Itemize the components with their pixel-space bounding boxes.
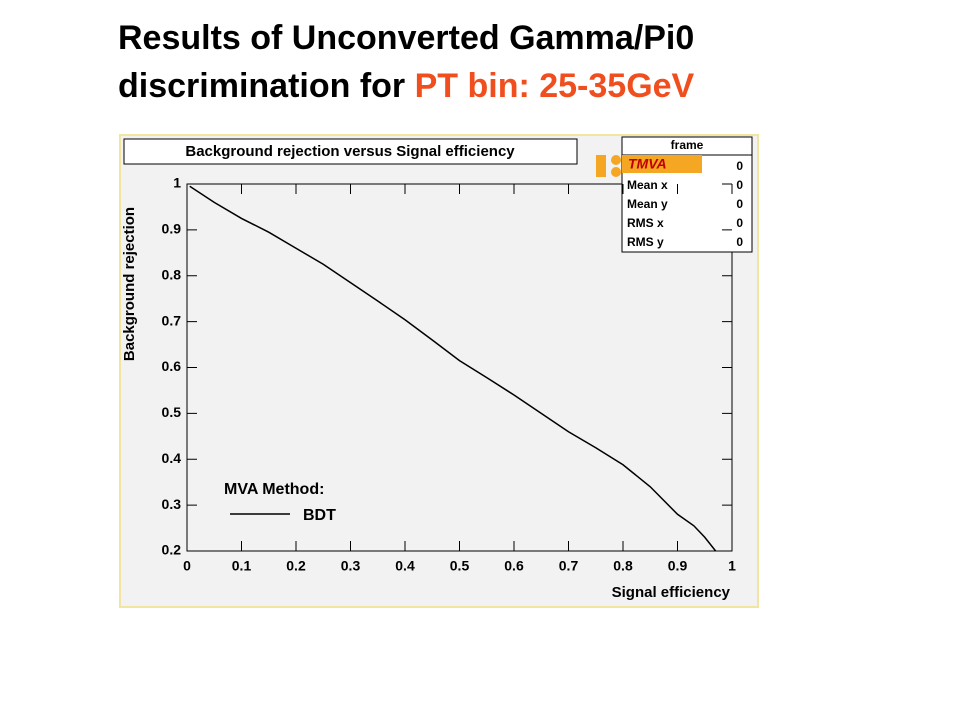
y-tick-label: 0.3: [162, 496, 182, 512]
y-tick-label: 0.8: [162, 266, 182, 282]
logo: TMVA: [596, 155, 702, 177]
x-tick-label: 0.1: [232, 558, 252, 574]
y-axis-label: Background rejection: [121, 207, 138, 361]
legend-title: MVA Method:: [224, 481, 324, 498]
y-tick-label: 0.7: [162, 312, 182, 328]
x-tick-label: 0.5: [450, 558, 470, 574]
y-tick-label: 0.2: [162, 542, 182, 558]
x-tick-label: 0.3: [341, 558, 361, 574]
logo-dot: [611, 155, 621, 165]
stats-label: Mean x: [627, 178, 668, 192]
roc-line: [189, 185, 717, 552]
logo-dot: [611, 167, 621, 177]
logo-bar: [622, 155, 702, 173]
stats-title: frame: [671, 138, 704, 152]
stats-value: 0: [736, 159, 743, 173]
x-axis-label: Signal efficiency: [612, 584, 731, 601]
x-tick-label: 0.2: [286, 558, 306, 574]
x-tick-label: 0.6: [504, 558, 524, 574]
logo-bar: [596, 155, 606, 177]
stats-value: 0: [736, 178, 743, 192]
title-box: [123, 138, 578, 165]
slide-title: Results of Unconverted Gamma/Pi0: [118, 19, 694, 57]
y-tick-label: 0.6: [162, 358, 182, 374]
x-tick-label: 0: [183, 558, 191, 574]
y-tick-label: 0.9: [162, 221, 182, 237]
slide-title-highlight: PT bin: 25-35GeV: [415, 67, 695, 105]
y-tick-label: 0.4: [162, 450, 182, 466]
stats-label: RMS x: [627, 216, 664, 230]
y-tick-label: 0.5: [162, 404, 182, 420]
x-tick-label: 0.4: [395, 558, 415, 574]
slide-title: discrimination for PT bin: 25-35GeV: [118, 67, 695, 105]
slide-title-part: discrimination for: [118, 67, 415, 105]
stats-label: Mean y: [627, 197, 668, 211]
y-tick-label: 1: [173, 175, 181, 191]
stats-value: 0: [736, 216, 743, 230]
x-tick-label: 1: [728, 558, 736, 574]
legend-label: BDT: [303, 507, 336, 524]
logo-text: TMVA: [628, 156, 667, 172]
x-tick-label: 0.7: [559, 558, 579, 574]
stats-value: 0: [736, 235, 743, 249]
stats-value: 0: [736, 197, 743, 211]
x-tick-label: 0.8: [613, 558, 633, 574]
x-tick-label: 0.9: [668, 558, 688, 574]
chart-title: Background rejection versus Signal effic…: [185, 143, 515, 160]
stats-label: RMS y: [627, 235, 664, 249]
